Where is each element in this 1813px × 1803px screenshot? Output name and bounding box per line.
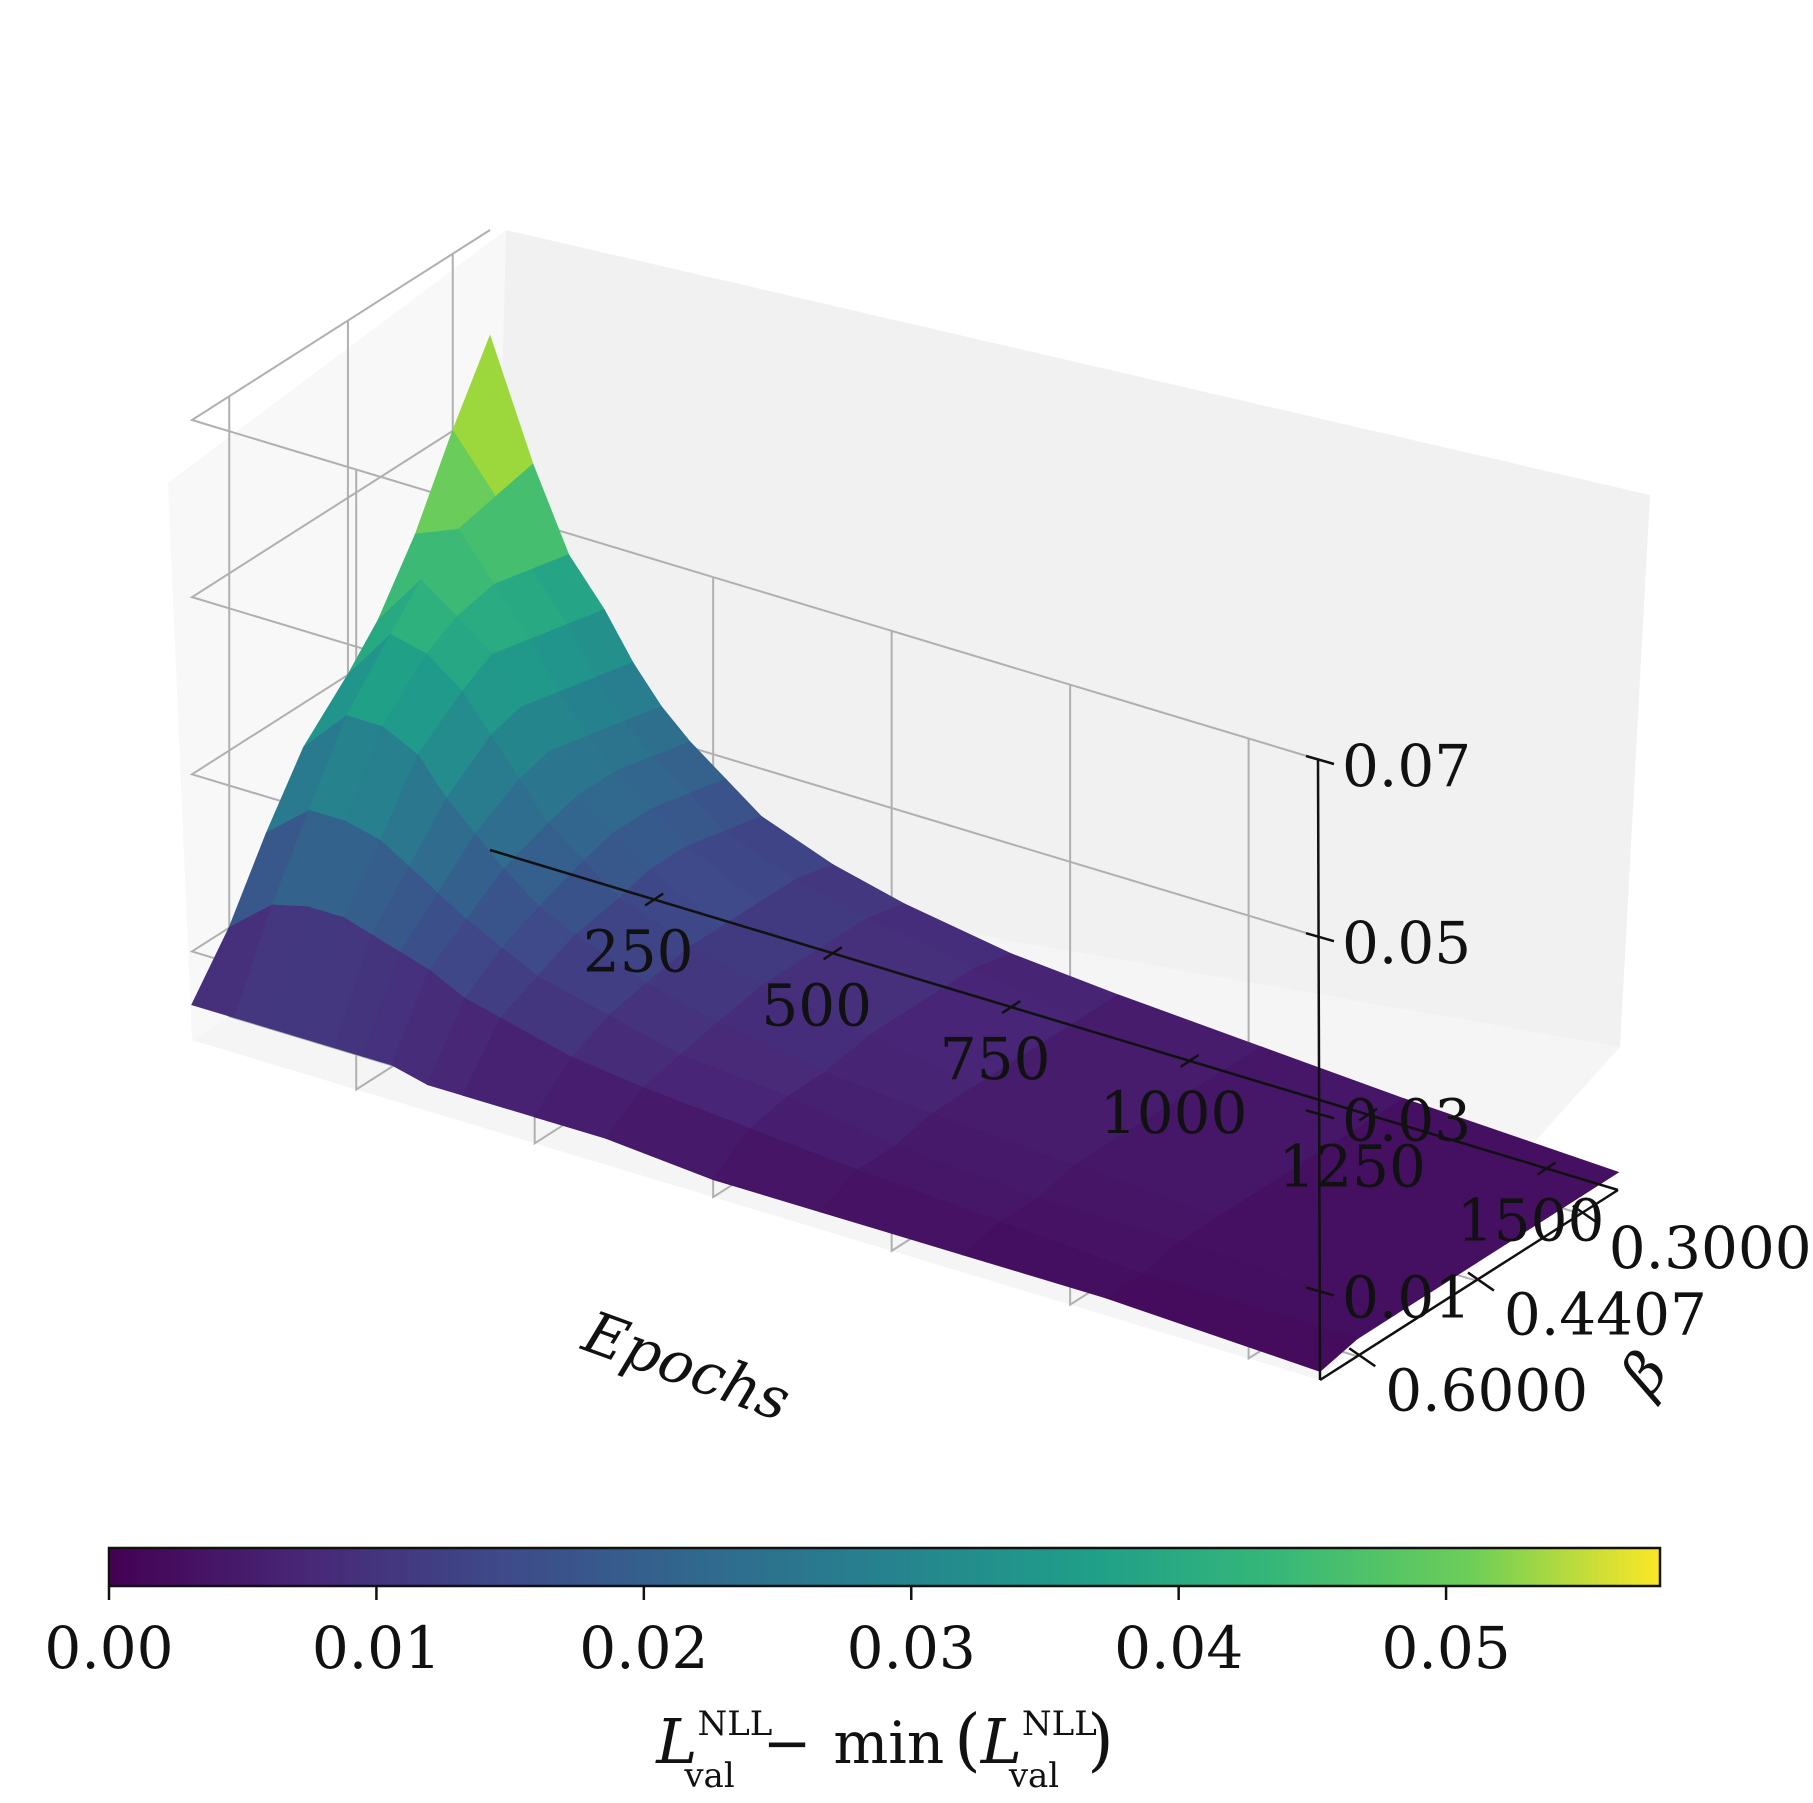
colorbar-label-sup-2: NLL — [1022, 1704, 1097, 1744]
z-tick-label: 0.03 — [1342, 1086, 1471, 1154]
y-tick — [1348, 1347, 1376, 1368]
colorbar-label-close: ) — [1087, 1701, 1114, 1780]
x-tick-label: 500 — [761, 971, 872, 1039]
y-tick — [1572, 1204, 1600, 1225]
x-tick-label: 1000 — [1100, 1079, 1248, 1147]
colorbar-label-sub-2: val — [1008, 1756, 1059, 1796]
z-grid-line — [189, 406, 1321, 939]
colorbar-label: LNLL val − min (LNLL val) — [655, 1701, 1113, 1796]
y-tick-label: 0.4407 — [1504, 1281, 1707, 1349]
y-axis-line — [1319, 1188, 1619, 1382]
y-tick — [1467, 1271, 1495, 1292]
x-tick-label: 250 — [583, 917, 694, 985]
colorbar-label-open: ( — [954, 1701, 981, 1780]
colorbar-label-main-2: L — [980, 1705, 1022, 1778]
colorbar-ticks: 0.00 0.01 0.02 0.03 0.04 0.05 — [44, 1586, 1511, 1682]
colorbar-tick-label: 0.00 — [44, 1614, 173, 1682]
colorbar-tick-label: 0.05 — [1381, 1614, 1510, 1682]
x-tick — [822, 946, 843, 961]
y-axis-label: β — [1606, 1339, 1681, 1409]
colorbar-label-sub: val — [683, 1756, 734, 1796]
surface — [191, 334, 1620, 1372]
x-axis-line — [489, 848, 1619, 1192]
x-tick — [1179, 1053, 1200, 1068]
y-tick-label: 0.3000 — [1609, 1214, 1812, 1282]
colorbar — [107, 1546, 1662, 1588]
colorbar-tick-label: 0.01 — [312, 1614, 441, 1682]
colorbar-tick-label: 0.04 — [1114, 1614, 1243, 1682]
z-tick — [1305, 931, 1335, 943]
x-tick-label: 750 — [940, 1025, 1051, 1093]
z-tick — [1305, 1286, 1335, 1297]
z-tick-label: 0.01 — [1342, 1263, 1471, 1331]
x-tick — [1358, 1107, 1378, 1122]
z-axis-line — [1316, 759, 1322, 1381]
colorbar-label-minus: − — [763, 1709, 812, 1777]
colorbar-gradient — [107, 1546, 1662, 1588]
z-tick-label: 0.07 — [1342, 732, 1471, 800]
colorbar-label-sup: NLL — [697, 1704, 772, 1744]
colorbar-tick-label: 0.03 — [847, 1614, 976, 1682]
x-tick — [1001, 1000, 1021, 1015]
x-tick — [644, 892, 664, 907]
x-tick-label: 1250 — [1278, 1133, 1426, 1201]
colorbar-label-min: min — [833, 1709, 944, 1777]
colorbar-label-main: L — [655, 1705, 697, 1778]
x-tick — [1536, 1161, 1557, 1176]
x-axis-label: Epochs — [574, 1297, 799, 1434]
colorbar-tick-label: 0.02 — [579, 1614, 708, 1682]
z-tick — [1305, 754, 1335, 766]
z-grid-line — [189, 229, 1321, 761]
z-tick-label: 0.05 — [1342, 909, 1471, 977]
x-tick-label: 1500 — [1457, 1186, 1605, 1254]
y-tick-label: 0.6000 — [1385, 1356, 1588, 1424]
z-tick — [1305, 1109, 1335, 1120]
